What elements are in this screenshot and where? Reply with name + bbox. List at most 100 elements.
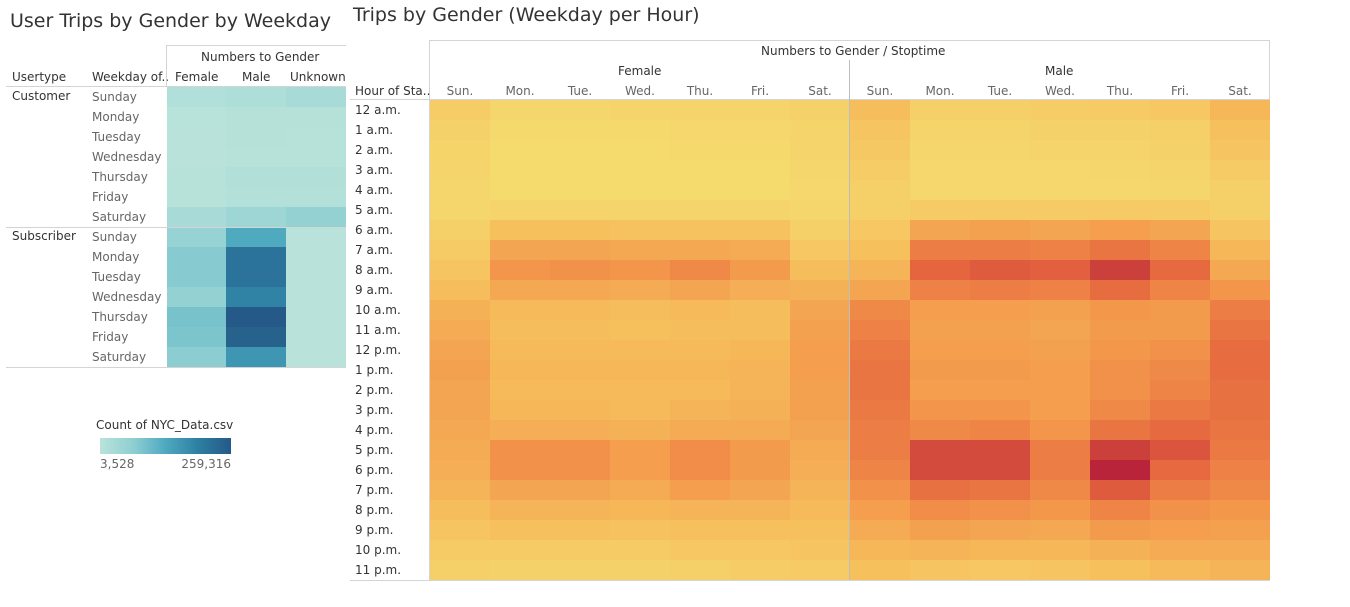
heatmap-cell: [1030, 460, 1090, 480]
hour-label: 11 a.m.: [355, 323, 401, 337]
heatmap-cell: [550, 160, 610, 180]
heatmap-cell: [1090, 420, 1150, 440]
heatmap-cell: [1030, 260, 1090, 280]
gender-header: Female: [618, 64, 662, 78]
heatmap-cell: [910, 360, 970, 380]
heatmap-cell: [850, 280, 910, 300]
heatmap-cell: [286, 187, 346, 207]
heatmap-cell: [970, 400, 1030, 420]
weekday-label: Tuesday: [92, 130, 141, 144]
heatmap-cell: [430, 420, 490, 440]
heatmap-cell: [1210, 120, 1270, 140]
heatmap-cell: [1210, 320, 1270, 340]
heatmap-cell: [730, 240, 790, 260]
heatmap-cell: [490, 440, 550, 460]
day-header: Tue.: [567, 84, 593, 98]
heatmap-cell: [430, 220, 490, 240]
heatmap-cell: [1150, 420, 1210, 440]
heatmap-cell: [790, 160, 850, 180]
heatmap-cell: [1150, 400, 1210, 420]
left-col-header: Usertype: [12, 70, 67, 84]
hour-label: 7 p.m.: [355, 483, 394, 497]
gender-divider: [849, 60, 850, 580]
heatmap-cell: [910, 560, 970, 580]
heatmap-cell: [970, 300, 1030, 320]
heatmap-cell: [970, 160, 1030, 180]
heatmap-cell: [790, 100, 850, 120]
heatmap-cell: [970, 360, 1030, 380]
heatmap-cell: [670, 160, 730, 180]
heatmap-cell: [970, 440, 1030, 460]
heatmap-cell: [550, 460, 610, 480]
heatmap-cell: [910, 400, 970, 420]
heatmap-cell: [1210, 100, 1270, 120]
heatmap-cell: [167, 187, 226, 207]
heatmap-cell: [970, 420, 1030, 440]
heatmap-cell: [1090, 120, 1150, 140]
heatmap-cell: [970, 240, 1030, 260]
heatmap-cell: [490, 520, 550, 540]
heatmap-cell: [226, 267, 286, 287]
heatmap-cell: [226, 347, 286, 367]
heatmap-cell: [910, 320, 970, 340]
usertype-label: Customer: [12, 89, 71, 103]
heatmap-cell: [490, 140, 550, 160]
left-col-header: Female: [175, 70, 219, 84]
heatmap-cell: [286, 147, 346, 167]
hour-label: 2 a.m.: [355, 143, 394, 157]
heatmap-cell: [850, 420, 910, 440]
heatmap-cell: [1210, 420, 1270, 440]
heatmap-cell: [550, 280, 610, 300]
heatmap-cell: [1090, 440, 1150, 460]
heatmap-cell: [430, 560, 490, 580]
heatmap-cell: [730, 480, 790, 500]
legend-max-label: 259,316: [181, 457, 231, 471]
hour-label: 9 a.m.: [355, 283, 394, 297]
gender-header: Male: [1045, 64, 1074, 78]
heatmap-cell: [730, 320, 790, 340]
heatmap-cell: [790, 480, 850, 500]
heatmap-cell: [430, 320, 490, 340]
heatmap-cell: [1030, 180, 1090, 200]
left-header-divider: [166, 45, 167, 87]
heatmap-cell: [490, 280, 550, 300]
heatmap-cell: [610, 440, 670, 460]
weekday-label: Wednesday: [92, 150, 162, 164]
hour-label: 1 a.m.: [355, 123, 394, 137]
heatmap-cell: [610, 140, 670, 160]
heatmap-cell: [1210, 560, 1270, 580]
heatmap-cell: [1210, 520, 1270, 540]
heatmap-cell: [730, 100, 790, 120]
heatmap-cell: [670, 400, 730, 420]
heatmap-cell: [970, 520, 1030, 540]
heatmap-cell: [790, 240, 850, 260]
heatmap-cell: [226, 127, 286, 147]
heatmap-cell: [610, 400, 670, 420]
heatmap-cell: [1150, 240, 1210, 260]
hour-label: 1 p.m.: [355, 363, 394, 377]
heatmap-cell: [910, 460, 970, 480]
heatmap-cell: [226, 207, 286, 227]
heatmap-cell: [610, 340, 670, 360]
heatmap-cell: [910, 440, 970, 460]
day-header: Mon.: [925, 84, 955, 98]
heatmap-cell: [970, 480, 1030, 500]
heatmap-cell: [286, 107, 346, 127]
heatmap-cell: [910, 220, 970, 240]
heatmap-cell: [1090, 500, 1150, 520]
heatmap-cell: [430, 140, 490, 160]
heatmap-cell: [910, 120, 970, 140]
heatmap-cell: [850, 200, 910, 220]
heatmap-cell: [167, 87, 226, 107]
heatmap-cell: [610, 240, 670, 260]
heatmap-cell: [730, 280, 790, 300]
heatmap-cell: [910, 340, 970, 360]
heatmap-cell: [910, 520, 970, 540]
hour-label: 6 p.m.: [355, 463, 394, 477]
heatmap-cell: [1090, 260, 1150, 280]
heatmap-cell: [1150, 320, 1210, 340]
hour-label: 5 p.m.: [355, 443, 394, 457]
heatmap-cell: [970, 120, 1030, 140]
heatmap-cell: [850, 520, 910, 540]
heatmap-cell: [850, 340, 910, 360]
